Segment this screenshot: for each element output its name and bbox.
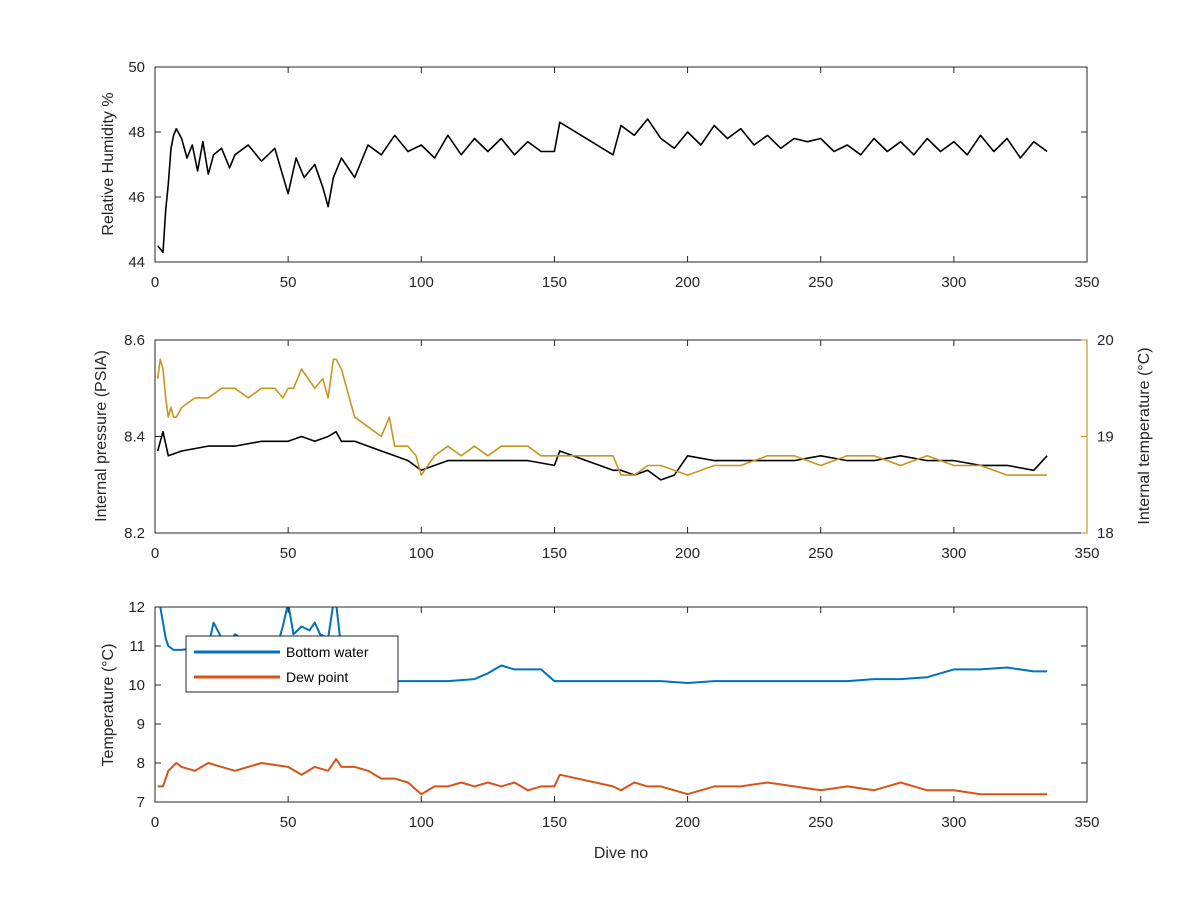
y-tick-label: 11: [129, 638, 145, 655]
x-tick-label: 300: [941, 274, 966, 291]
humidity-black-series-line: [157, 118, 1048, 254]
right-y-tick-label: 18: [1097, 525, 1114, 542]
x-tick-label: 0: [151, 545, 159, 562]
right-y-tick-label: 19: [1097, 429, 1114, 446]
x-tick-label: 350: [1074, 814, 1099, 831]
humidity-panel: 0 50 100 150 200 250 300 350 44 46 48 50 Relative H…: [100, 59, 1100, 291]
dew-point-series-line: [157, 758, 1048, 796]
x-tick-label: 150: [542, 545, 567, 562]
x-tick-label: 300: [941, 814, 966, 831]
y-tick-label: 12: [128, 599, 145, 616]
pressure-gold-series-line: [156, 358, 1048, 476]
legend-box: [185, 635, 399, 693]
y-tick-label: 8.4: [124, 429, 145, 446]
y-tick-label: 44: [128, 254, 145, 271]
x-tick-label: 200: [675, 274, 700, 291]
x-tick-label: 200: [675, 545, 700, 562]
temperature-axes-frame: [154, 606, 1088, 803]
x-tick-label: 250: [808, 814, 833, 831]
right-y-tick-label: 20: [1097, 332, 1114, 349]
humidity-y-axis-label: Relative Humidity %: [100, 92, 117, 235]
y-tick-label: 7: [137, 794, 145, 811]
internal-temperature-y-axis-label: Internal temperature (°C): [1136, 347, 1153, 524]
pressure-ticks: 0 50 100 150 200 250 300 350 8.2 8.4 8.6 18 19 20: [124, 332, 1114, 562]
temperature-y-axis-label: Temperature (°C): [100, 644, 117, 767]
x-tick-label: 100: [409, 545, 434, 562]
y-tick-label: 10: [128, 677, 145, 694]
legend-label-bottom-water: Bottom water: [286, 644, 369, 660]
humidity-ticks: 0 50 100 150 200 250 300 350 44 46 48 50: [128, 59, 1099, 291]
humidity-series-layer: [157, 118, 1048, 254]
x-tick-label: 350: [1074, 545, 1099, 562]
pressure-series-layer: [156, 358, 1048, 481]
y-tick-label: 8.2: [124, 525, 145, 542]
x-tick-label: 50: [280, 545, 297, 562]
y-tick-label: 9: [137, 716, 145, 733]
x-tick-label: 200: [675, 814, 700, 831]
x-tick-label: 150: [542, 274, 567, 291]
legend-label-dew-point: Dew point: [286, 669, 348, 685]
y-tick-label: 46: [128, 189, 145, 206]
pressure-black-series-line: [156, 430, 1048, 481]
x-tick-label: 250: [808, 274, 833, 291]
x-tick-label: 50: [280, 274, 297, 291]
pressure-temperature-panel: 0 50 100 150 200 250 300 350 8.2 8.4 8.6 18 19 20 Int…: [93, 332, 1153, 562]
x-tick-label: 100: [409, 274, 434, 291]
x-tick-label: 250: [808, 545, 833, 562]
y-tick-label: 48: [128, 124, 145, 141]
x-axis-label: Dive no: [594, 845, 648, 862]
x-tick-label: 50: [280, 814, 297, 831]
humidity-axes-frame: [154, 66, 1088, 263]
x-tick-label: 100: [409, 814, 434, 831]
temperature-panel: 0 50 100 150 200 250 300 350 7 8 9 10 11 12 Temperatu…: [100, 599, 1100, 862]
y-tick-label: 50: [128, 59, 145, 76]
x-tick-label: 0: [151, 814, 159, 831]
legend: Bottom water Dew point: [185, 635, 399, 693]
pressure-y-axis-label: Internal pressure (PSIA): [93, 350, 110, 522]
x-tick-label: 350: [1074, 274, 1099, 291]
x-tick-label: 0: [151, 274, 159, 291]
x-tick-label: 300: [941, 545, 966, 562]
y-tick-label: 8: [137, 755, 145, 772]
y-tick-label: 8.6: [124, 332, 145, 349]
x-tick-label: 150: [542, 814, 567, 831]
temperature-ticks: 0 50 100 150 200 250 300 350 7 8 9 10 11 12: [128, 599, 1099, 831]
